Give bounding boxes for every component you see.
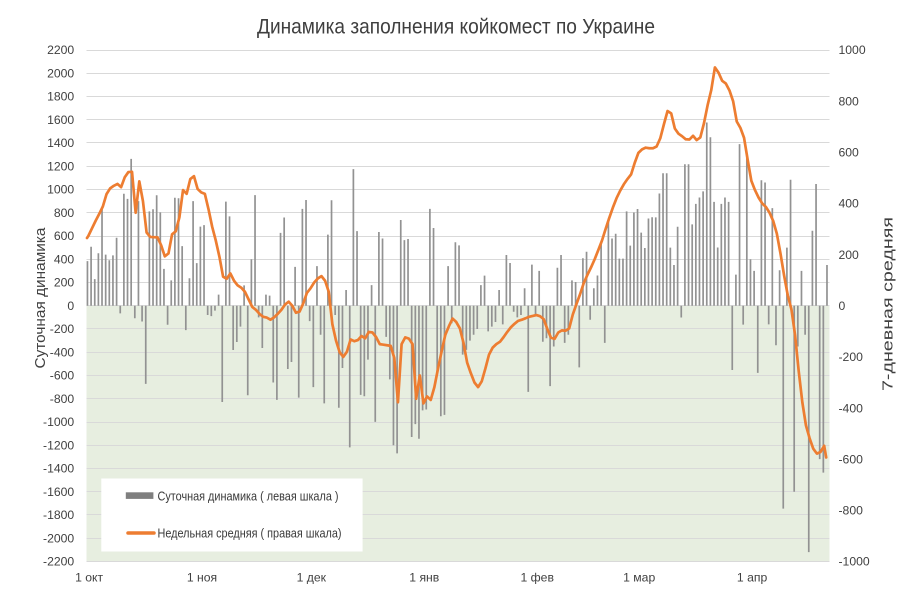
- svg-text:Суточная динамика ( левая шкал: Суточная динамика ( левая шкала ): [158, 490, 339, 504]
- svg-text:2000: 2000: [47, 66, 74, 80]
- svg-text:1 дек: 1 дек: [297, 571, 327, 585]
- svg-text:-600: -600: [839, 452, 864, 466]
- svg-text:-1800: -1800: [43, 508, 74, 522]
- svg-text:-400: -400: [839, 401, 864, 415]
- svg-text:7-дневная средняя: 7-дневная средняя: [880, 217, 897, 391]
- svg-text:2200: 2200: [47, 43, 74, 57]
- svg-text:-1000: -1000: [43, 415, 74, 429]
- svg-text:1 мар: 1 мар: [623, 571, 655, 585]
- svg-text:1 фев: 1 фев: [520, 571, 553, 585]
- svg-text:1 янв: 1 янв: [409, 571, 439, 585]
- svg-text:0: 0: [839, 299, 846, 313]
- svg-text:1800: 1800: [47, 90, 74, 104]
- svg-text:1000: 1000: [47, 183, 74, 197]
- svg-text:400: 400: [54, 252, 75, 266]
- svg-text:600: 600: [839, 146, 860, 160]
- svg-text:-1200: -1200: [43, 438, 74, 452]
- svg-text:-600: -600: [50, 369, 75, 383]
- svg-text:600: 600: [54, 229, 75, 243]
- svg-text:1400: 1400: [47, 136, 74, 150]
- svg-text:Динамика заполнения койкомест: Динамика заполнения койкомест по Украине: [257, 15, 655, 39]
- svg-text:-1600: -1600: [43, 485, 74, 499]
- svg-text:400: 400: [839, 197, 860, 211]
- svg-text:200: 200: [54, 276, 75, 290]
- svg-text:-1000: -1000: [839, 555, 870, 569]
- svg-text:1600: 1600: [47, 113, 74, 127]
- svg-text:Недельная средняя ( правая шка: Недельная средняя ( правая шкала): [158, 526, 342, 540]
- svg-text:-800: -800: [839, 504, 864, 518]
- svg-text:-400: -400: [50, 345, 75, 359]
- svg-text:-1400: -1400: [43, 462, 74, 476]
- svg-text:-800: -800: [50, 392, 75, 406]
- svg-text:200: 200: [839, 248, 860, 262]
- svg-text:-200: -200: [50, 322, 75, 336]
- svg-text:Суточная динамика: Суточная динамика: [32, 227, 49, 369]
- svg-text:1 апр: 1 апр: [737, 571, 768, 585]
- svg-text:1000: 1000: [839, 43, 866, 57]
- svg-text:-200: -200: [839, 350, 864, 364]
- svg-text:-2200: -2200: [43, 555, 74, 569]
- svg-text:1200: 1200: [47, 159, 74, 173]
- svg-text:0: 0: [67, 299, 74, 313]
- svg-text:1 ноя: 1 ноя: [187, 571, 217, 585]
- svg-text:-2000: -2000: [43, 531, 74, 545]
- svg-text:800: 800: [54, 206, 75, 220]
- svg-text:800: 800: [839, 94, 860, 108]
- svg-text:1 окт: 1 окт: [75, 571, 103, 585]
